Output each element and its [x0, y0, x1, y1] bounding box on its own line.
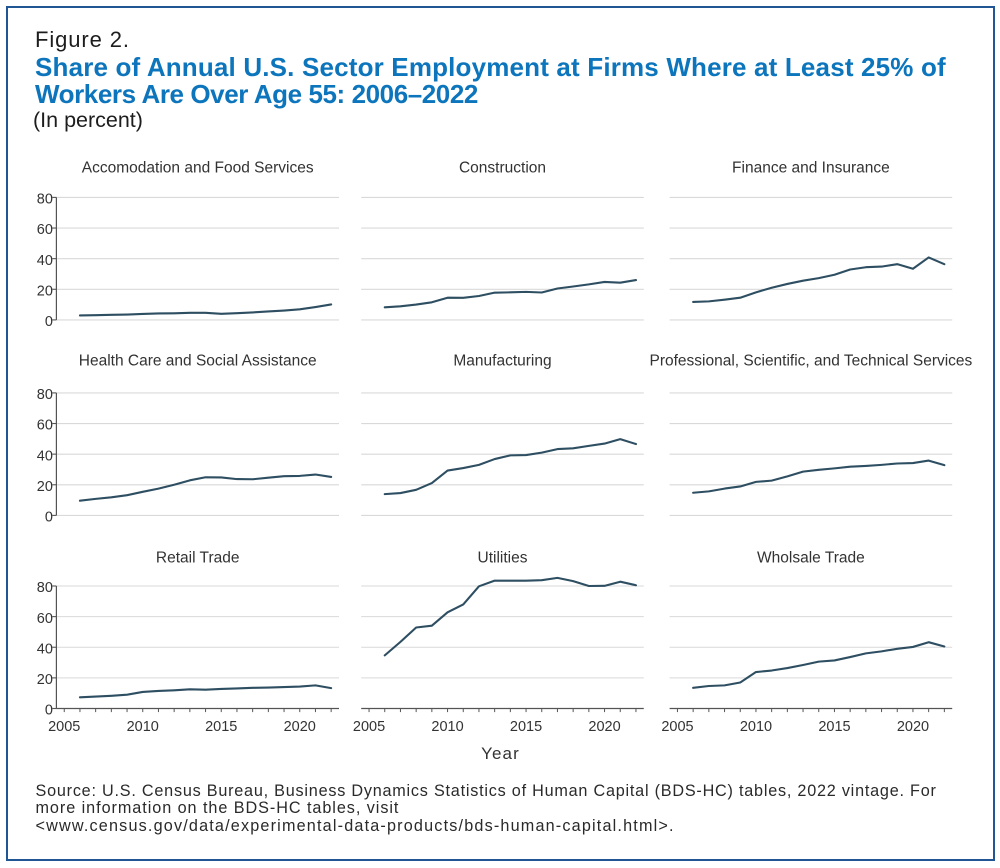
svg-text:Health Care and Social Assista: Health Care and Social Assistance	[79, 353, 317, 370]
svg-text:2020: 2020	[897, 719, 929, 735]
svg-text:Wholsale Trade: Wholsale Trade	[757, 550, 865, 567]
svg-text:2010: 2010	[431, 719, 463, 735]
svg-text:20: 20	[37, 283, 53, 299]
svg-text:2005: 2005	[661, 719, 693, 735]
svg-text:20: 20	[37, 672, 53, 688]
svg-text:60: 60	[37, 222, 53, 238]
svg-text:2015: 2015	[818, 719, 850, 735]
svg-text:2015: 2015	[205, 719, 237, 735]
svg-text:Finance and Insurance: Finance and Insurance	[732, 160, 890, 177]
svg-text:80: 80	[37, 580, 53, 596]
svg-text:2020: 2020	[588, 719, 620, 735]
svg-text:20: 20	[37, 479, 53, 495]
svg-text:40: 40	[37, 448, 53, 464]
svg-text:2010: 2010	[127, 719, 159, 735]
svg-text:Construction: Construction	[459, 160, 546, 177]
svg-text:40: 40	[37, 253, 53, 269]
svg-text:Manufacturing: Manufacturing	[453, 353, 551, 370]
svg-text:2020: 2020	[284, 719, 316, 735]
svg-text:0: 0	[45, 703, 53, 719]
svg-text:0: 0	[45, 510, 53, 526]
svg-text:2005: 2005	[48, 719, 80, 735]
svg-text:80: 80	[37, 387, 53, 403]
svg-text:Retail Trade: Retail Trade	[156, 550, 240, 567]
svg-text:40: 40	[37, 641, 53, 657]
svg-text:Utilities: Utilities	[478, 550, 528, 567]
svg-text:Professional, Scientific, and: Professional, Scientific, and Technical …	[650, 353, 973, 370]
svg-text:80: 80	[37, 192, 53, 208]
svg-text:Accomodation and Food Services: Accomodation and Food Services	[82, 160, 314, 177]
svg-text:2005: 2005	[353, 719, 385, 735]
svg-text:60: 60	[37, 418, 53, 434]
svg-text:2010: 2010	[740, 719, 772, 735]
svg-text:60: 60	[37, 611, 53, 627]
svg-text:2015: 2015	[510, 719, 542, 735]
svg-text:0: 0	[45, 314, 53, 330]
